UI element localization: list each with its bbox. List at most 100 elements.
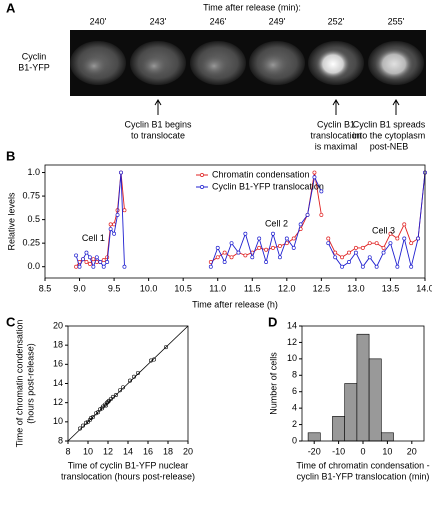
point xyxy=(74,264,79,269)
x-tick-label: 9.5 xyxy=(108,283,121,293)
diagonal xyxy=(67,325,189,442)
time-label: 252' xyxy=(328,16,345,26)
x-axis-label: cyclin B1-YFP translocation (min) xyxy=(297,471,430,481)
x-tick-label: 20 xyxy=(183,446,193,456)
point xyxy=(88,417,93,422)
x-tick-label: 14 xyxy=(123,446,133,456)
y-tick-label: 10 xyxy=(287,353,297,363)
x-tick-label: 10.5 xyxy=(174,283,192,293)
point xyxy=(340,255,345,260)
point xyxy=(108,222,113,227)
legend-marker xyxy=(200,173,204,177)
point xyxy=(243,253,248,258)
annotation: to translocate xyxy=(131,130,185,140)
annotation: is maximal xyxy=(315,141,358,151)
y-tick-label: 12 xyxy=(287,337,297,347)
annotation: post-NEB xyxy=(370,141,409,151)
y-axis-label: Time of chromatin condensation xyxy=(14,320,24,448)
x-tick-label: 14.0 xyxy=(416,283,432,293)
y-tick-label: 0.0 xyxy=(27,261,40,271)
arrows xyxy=(154,99,400,115)
y-tick-label: 14 xyxy=(53,378,63,388)
x-tick-label: 9.0 xyxy=(73,283,86,293)
legend-label: Cyclin B1-YFP translocation xyxy=(212,181,324,191)
point xyxy=(96,410,101,415)
point xyxy=(84,250,89,255)
point xyxy=(319,212,324,217)
y-tick-label: 0 xyxy=(292,435,297,445)
point xyxy=(326,241,331,246)
annotation: Cell 3 xyxy=(372,225,395,235)
row-label: B1-YFP xyxy=(18,62,50,72)
time-label: 246' xyxy=(210,16,227,26)
point xyxy=(101,258,106,263)
point xyxy=(91,257,96,262)
point xyxy=(87,255,92,260)
point xyxy=(74,253,79,258)
point xyxy=(108,227,113,231)
image-strip xyxy=(70,30,426,96)
point xyxy=(84,260,89,264)
panel-label: D xyxy=(268,314,277,329)
point xyxy=(215,255,220,260)
y-tick-label: 0.5 xyxy=(27,214,40,224)
image-background xyxy=(70,30,426,96)
x-tick-label: 0 xyxy=(360,446,365,456)
annotation: Cyclin B1 begins xyxy=(124,119,192,129)
point xyxy=(395,264,400,269)
point xyxy=(333,255,338,260)
x-tick-label: 16 xyxy=(143,446,153,456)
bar xyxy=(332,416,345,442)
point xyxy=(340,264,345,269)
time-header: Time after release (min): xyxy=(203,2,301,12)
point xyxy=(312,170,317,175)
nucleus xyxy=(257,52,289,78)
point xyxy=(360,245,365,250)
bar xyxy=(344,383,358,442)
point xyxy=(89,415,94,420)
point xyxy=(353,245,358,250)
plot-frame xyxy=(301,325,425,442)
point xyxy=(277,244,282,248)
point xyxy=(100,406,105,411)
annotation: Cyclin B1 xyxy=(317,119,355,129)
x-tick-label: 13.0 xyxy=(347,283,365,293)
point xyxy=(243,231,248,236)
bar xyxy=(380,432,394,442)
x-tick-label: -10 xyxy=(332,446,345,456)
y-axis-label: Number of cells xyxy=(268,352,278,415)
time-label: 255' xyxy=(388,16,405,26)
y-tick-label: 0.75 xyxy=(22,190,40,200)
point xyxy=(208,264,213,269)
panel-label: B xyxy=(6,148,15,163)
point xyxy=(81,257,85,262)
point xyxy=(98,407,103,412)
point xyxy=(298,222,303,227)
arrow-head xyxy=(392,99,400,106)
y-tick-label: 8 xyxy=(292,370,297,380)
y-tick-label: 12 xyxy=(53,397,63,407)
point xyxy=(257,236,262,241)
panel-label: A xyxy=(6,0,16,15)
x-tick-label: 10 xyxy=(83,446,93,456)
point xyxy=(395,236,400,241)
point xyxy=(111,394,116,399)
point xyxy=(264,247,269,252)
point xyxy=(374,241,379,246)
point xyxy=(78,426,83,431)
point xyxy=(257,245,262,250)
point xyxy=(381,250,386,255)
point xyxy=(367,255,372,260)
x-tick-label: 10 xyxy=(382,446,392,456)
point xyxy=(87,261,92,266)
point xyxy=(319,189,324,194)
x-axis-label: Time after release (h) xyxy=(192,299,278,309)
x-tick-label: 10.0 xyxy=(140,283,158,293)
arrow-head xyxy=(154,99,162,106)
x-tick-label: 13.5 xyxy=(382,283,400,293)
arrow-head xyxy=(332,99,340,106)
point xyxy=(114,392,119,397)
point xyxy=(121,385,126,390)
point xyxy=(353,250,358,255)
point xyxy=(91,264,96,269)
